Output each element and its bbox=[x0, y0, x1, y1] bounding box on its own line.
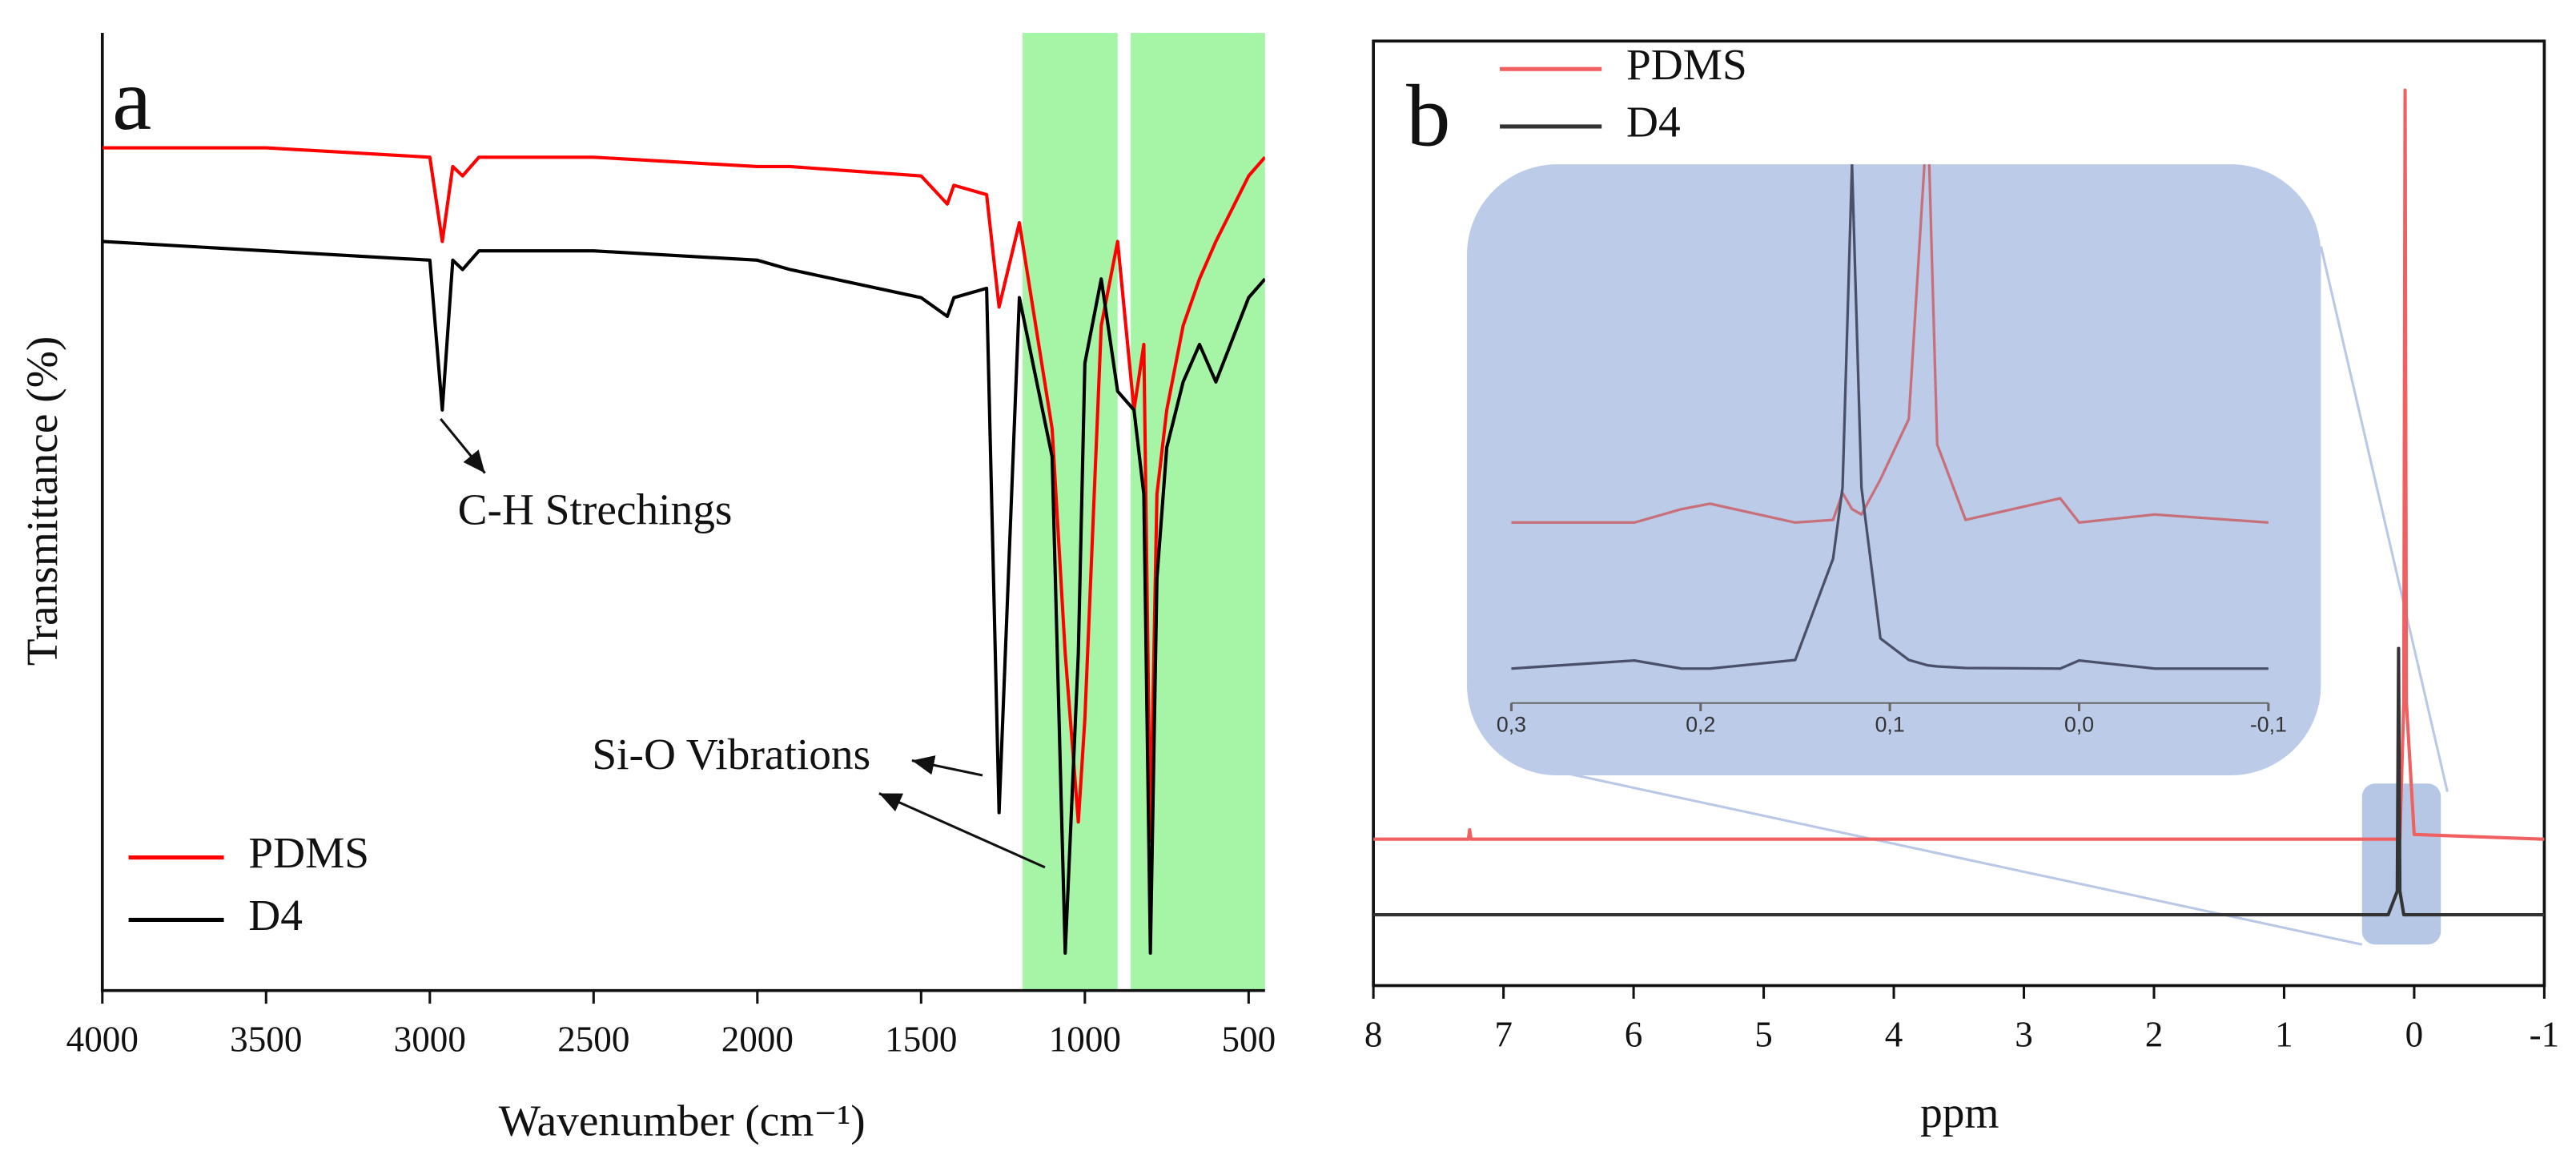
annotation: C-H Strechings bbox=[458, 485, 733, 534]
x-tick-label: 1500 bbox=[885, 1020, 957, 1060]
zoom-guide bbox=[1560, 771, 2363, 946]
plot-frame bbox=[1372, 39, 2546, 988]
legend-label: D4 bbox=[1626, 98, 1681, 147]
x-tick-label: 0,1 bbox=[1875, 713, 1905, 737]
panel-label: a bbox=[112, 50, 151, 148]
series-line bbox=[1511, 164, 2269, 525]
x-tick-label: 2500 bbox=[557, 1020, 629, 1060]
x-tick-label: 0,0 bbox=[2064, 713, 2094, 737]
x-tick-label: 7 bbox=[1494, 1014, 1513, 1054]
x-tick-label: 5 bbox=[1754, 1014, 1773, 1054]
x-axis-label: Wavenumber (cm⁻¹) bbox=[499, 1097, 866, 1145]
arrow bbox=[911, 755, 983, 777]
x-tick-label: 0 bbox=[2405, 1014, 2424, 1054]
inset-panel bbox=[1467, 164, 2321, 776]
x-axis-label: ppm bbox=[1920, 1088, 1999, 1137]
series-line bbox=[102, 239, 1265, 955]
x-tick-label: 3 bbox=[2015, 1014, 2033, 1054]
x-tick-label: 4000 bbox=[66, 1020, 139, 1060]
x-tick-label: 500 bbox=[1222, 1020, 1276, 1060]
x-tick-label: 0,2 bbox=[1686, 713, 1715, 737]
x-tick-label: 1000 bbox=[1049, 1020, 1121, 1060]
x-tick-label: 3500 bbox=[230, 1020, 302, 1060]
x-tick-label: 4 bbox=[1885, 1014, 1903, 1054]
x-tick-label: 0,3 bbox=[1497, 713, 1526, 737]
legend-label: D4 bbox=[248, 891, 303, 940]
series-line bbox=[1373, 646, 2545, 917]
x-tick-label: -1 bbox=[2530, 1014, 2560, 1054]
annotation: Si-O Vibrations bbox=[592, 730, 870, 779]
arrow bbox=[878, 792, 1046, 869]
x-tick-label: 6 bbox=[1625, 1014, 1643, 1054]
x-tick-label: 1 bbox=[2275, 1014, 2293, 1054]
arrow bbox=[440, 417, 486, 474]
x-tick-label: 2 bbox=[2145, 1014, 2164, 1054]
x-tick-label: 8 bbox=[1364, 1014, 1383, 1054]
legend-label: PDMS bbox=[1626, 40, 1747, 89]
legend-label: PDMS bbox=[248, 828, 369, 877]
x-tick-label: 2000 bbox=[721, 1020, 794, 1060]
panel-label: b bbox=[1406, 66, 1450, 164]
zoom-guide bbox=[2319, 246, 2449, 792]
series-line bbox=[102, 146, 1265, 843]
zoom-box bbox=[2361, 783, 2441, 945]
y-axis-label: Transmittance (%) bbox=[18, 336, 66, 666]
x-tick-label: -0,1 bbox=[2250, 713, 2287, 737]
x-tick-label: 3000 bbox=[394, 1020, 466, 1060]
series-line bbox=[1511, 164, 2269, 670]
